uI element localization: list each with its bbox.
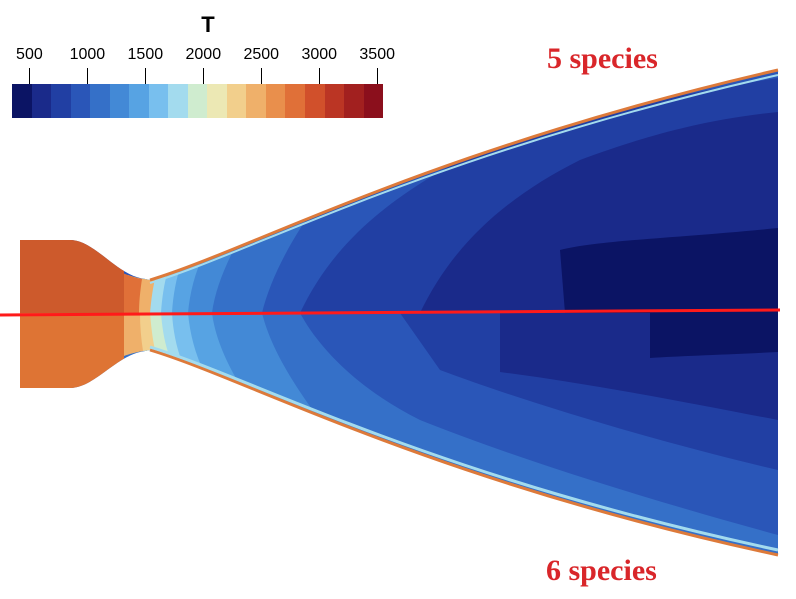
- colorbar-swatch-17: [344, 84, 364, 118]
- colorbar-swatch-6: [129, 84, 149, 118]
- colorbar-swatch-3: [70, 84, 91, 118]
- colorbar-tick-label: 2000: [185, 46, 222, 63]
- colorbar-swatch-18: [363, 84, 384, 118]
- colorbar-swatch-16: [324, 84, 345, 118]
- colorbar-tick-label: 3000: [301, 46, 338, 63]
- colorbar-swatch-0: [12, 84, 32, 118]
- colorbar-swatch-5: [109, 84, 130, 118]
- label-5-species: 5 species: [547, 42, 658, 75]
- region-t-throat-hot: [120, 272, 142, 313]
- colorbar-swatch-14: [285, 84, 305, 118]
- colorbar-tick-label: 1000: [69, 46, 106, 63]
- colorbar-tick-mark: [145, 68, 147, 84]
- colorbar-tick-mark: [29, 68, 31, 84]
- colorbar-swatch-4: [90, 84, 110, 118]
- colorbar-tick-label: 3500: [359, 46, 395, 63]
- colorbar-swatch-8: [168, 84, 188, 118]
- colorbar-tick-mark: [377, 68, 379, 84]
- colorbar-tick-label: 2500: [243, 46, 280, 63]
- plume-edge-top-inner: [149, 74, 779, 284]
- symmetry-axis-line: [0, 308, 781, 317]
- colorbar-swatch-11: [226, 84, 247, 118]
- label-6-species: 6 species: [546, 554, 657, 587]
- colorbar-swatch-7: [148, 84, 169, 118]
- colorbar-tick-label: 500: [16, 46, 43, 63]
- colorbar-swatch-1: [31, 84, 52, 118]
- colorbar-swatch-15: [304, 84, 325, 118]
- colorbar: [12, 84, 384, 118]
- colorbar-title: T: [201, 12, 215, 37]
- upper-half-5-species: [20, 70, 778, 313]
- region-b-chamber: [20, 313, 124, 555]
- colorbar-swatch-12: [246, 84, 266, 118]
- region-t-core: [560, 228, 778, 313]
- colorbar-swatch-10: [207, 84, 227, 118]
- lower-half-6-species: [20, 313, 778, 555]
- plume-edge-bottom: [149, 348, 779, 557]
- colorbar-swatch-2: [51, 84, 71, 118]
- plume-edge-top: [149, 68, 779, 282]
- plume-edge-bottom-inner: [149, 345, 779, 552]
- colorbar-tick-mark: [203, 68, 205, 84]
- colorbar-tick-mark: [261, 68, 263, 84]
- region-b-throat-mid: [124, 313, 143, 356]
- colorbar-tick-label: 1500: [127, 46, 164, 63]
- colorbar-swatch-13: [265, 84, 286, 118]
- colorbar-tick-mark: [87, 68, 89, 84]
- region-b-core: [650, 313, 778, 358]
- colorbar-tick-mark: [319, 68, 321, 84]
- colorbar-swatch-9: [187, 84, 208, 118]
